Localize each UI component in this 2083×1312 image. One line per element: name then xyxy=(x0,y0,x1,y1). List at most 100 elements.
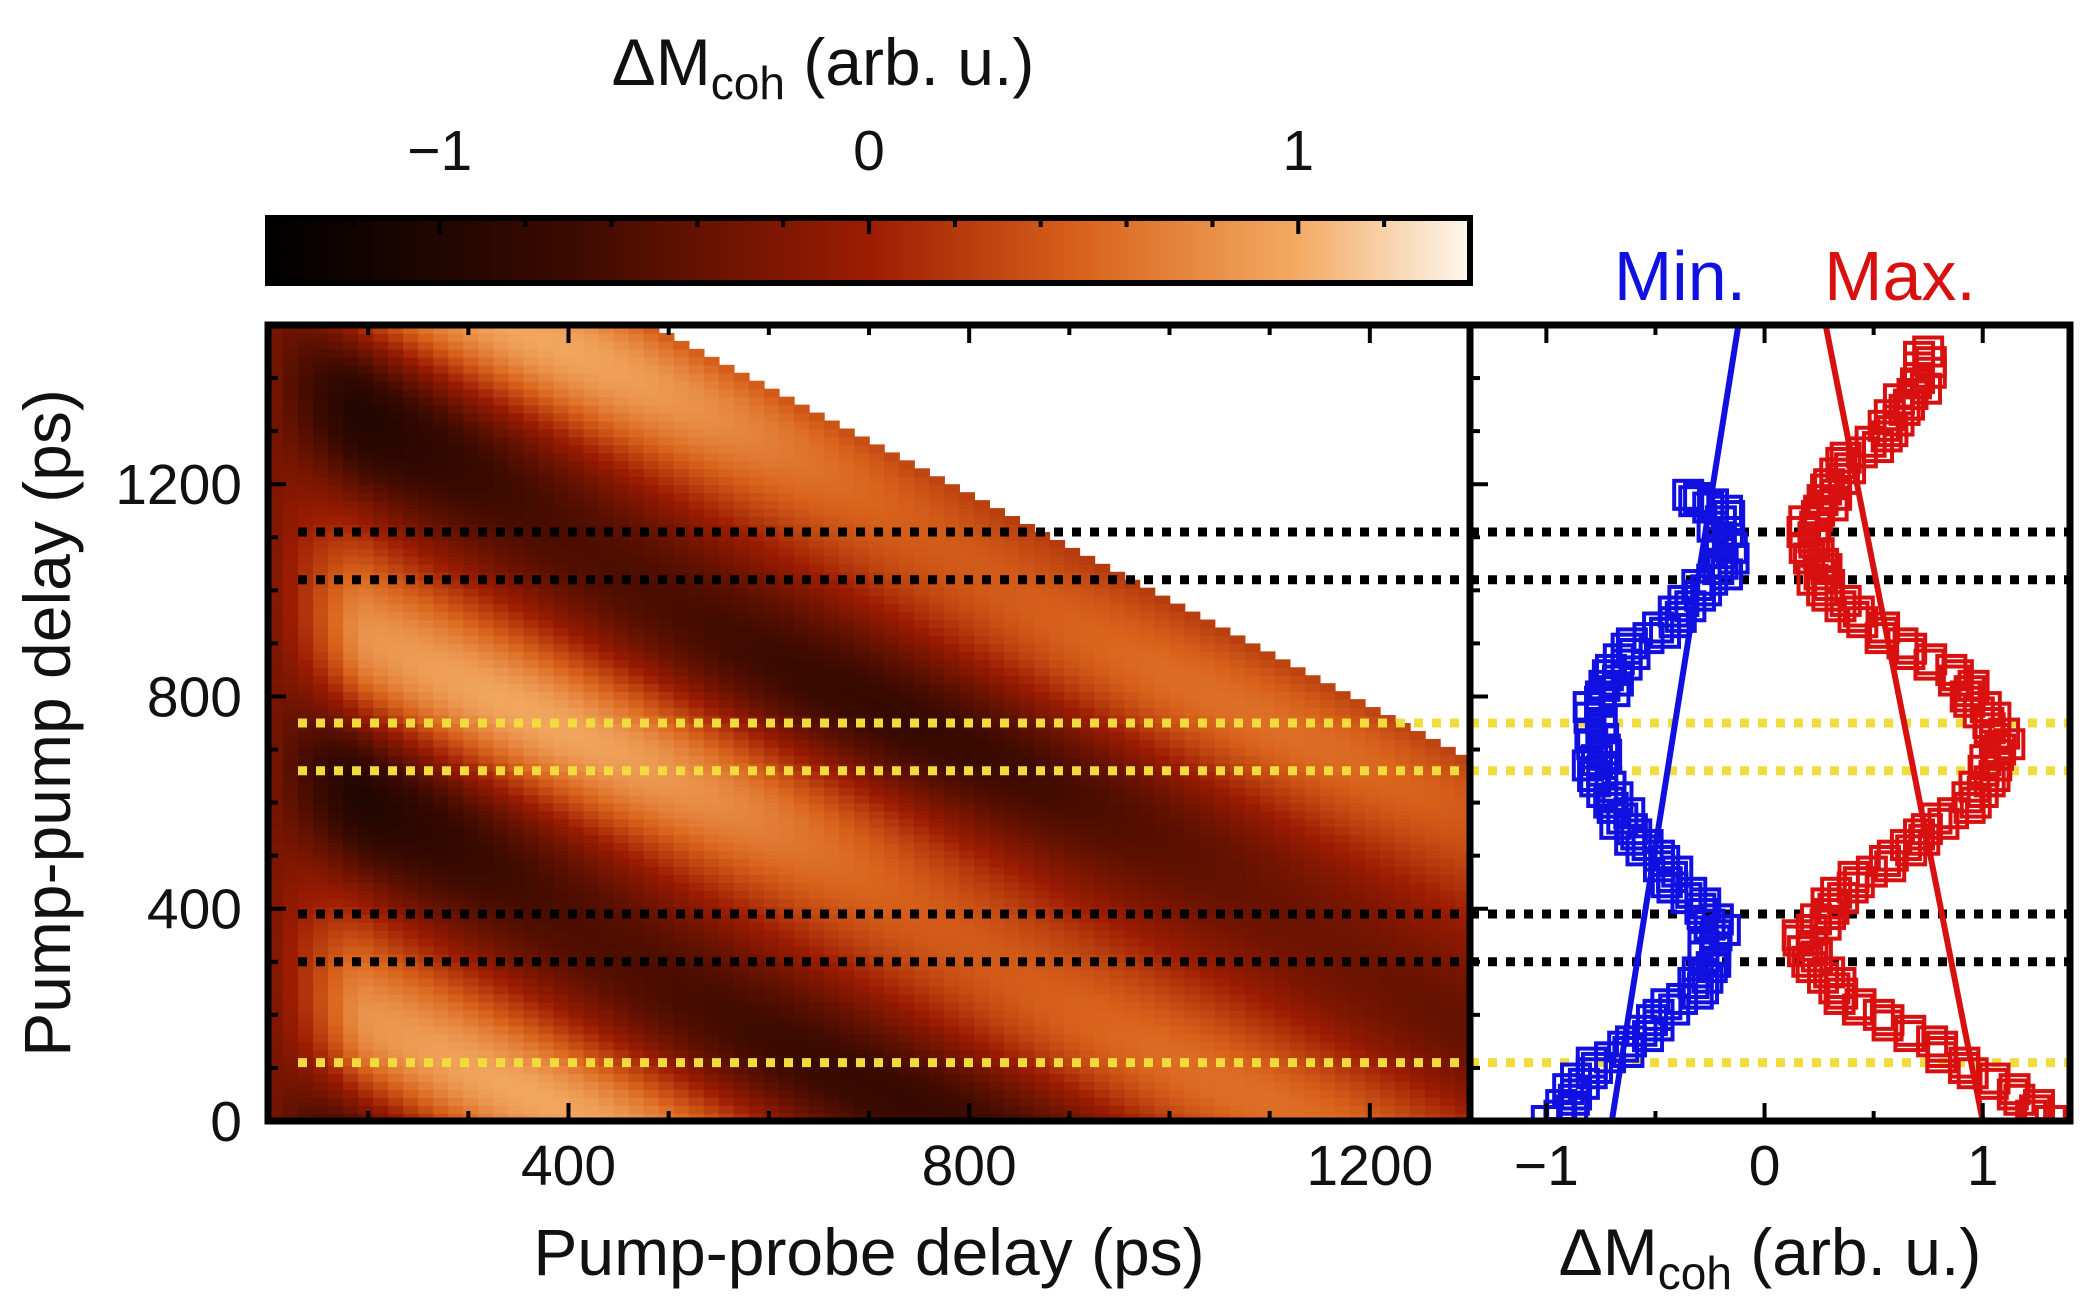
heatmap-cell xyxy=(1304,1001,1321,1011)
heatmap-cell xyxy=(974,890,990,899)
heatmap-cell xyxy=(1289,707,1306,716)
heatmap-cell xyxy=(1274,1073,1291,1082)
heatmap-cell xyxy=(793,953,810,963)
heatmap-cell xyxy=(1139,1025,1156,1035)
heatmap-cell xyxy=(313,842,329,852)
heatmap-cell xyxy=(448,882,465,891)
heatmap-cell xyxy=(478,985,495,995)
heatmap-cell xyxy=(1289,1097,1306,1106)
heatmap-cell xyxy=(448,826,465,836)
heatmap-cell xyxy=(313,1089,329,1098)
heatmap-cell xyxy=(1154,937,1171,947)
heatmap-cell xyxy=(808,810,825,820)
heatmap-cell xyxy=(944,1049,960,1059)
heatmap-cell xyxy=(1109,906,1126,915)
heatmap-cell xyxy=(1274,715,1291,724)
heatmap-cell xyxy=(1079,619,1096,629)
heatmap-cell xyxy=(1184,762,1201,772)
heatmap-cell xyxy=(1454,1049,1470,1059)
heatmap-cell xyxy=(1004,667,1021,677)
heatmap-cell xyxy=(1334,890,1351,899)
heatmap-cell xyxy=(553,937,570,947)
heatmap-cell xyxy=(853,746,870,756)
heatmap-cell xyxy=(899,842,915,852)
heatmap-cell xyxy=(388,778,405,788)
heatmap-cell xyxy=(929,683,945,692)
heatmap-cell xyxy=(538,1001,555,1011)
heatmap-cell xyxy=(763,937,780,947)
heatmap-cell xyxy=(628,619,645,629)
heatmap-cell xyxy=(508,1025,525,1035)
heatmap-cell xyxy=(1349,802,1366,812)
heatmap-cell xyxy=(793,786,810,796)
heatmap-cell xyxy=(628,890,645,899)
heatmap-cell xyxy=(643,635,660,645)
heatmap-cell xyxy=(1184,794,1201,804)
heatmap-cell xyxy=(1214,1073,1231,1082)
heatmap-cell xyxy=(598,1001,615,1011)
heatmap-cell xyxy=(1349,874,1366,883)
heatmap-cell xyxy=(1154,1025,1171,1035)
heatmap-cell xyxy=(1454,818,1470,828)
heatmap-cell xyxy=(914,1041,930,1051)
heatmap-cell xyxy=(733,985,750,995)
heatmap-cell xyxy=(568,1049,585,1059)
heatmap-cell xyxy=(1289,874,1306,883)
heatmap-cell xyxy=(433,1073,450,1082)
heatmap-cell xyxy=(1109,723,1126,732)
heatmap-cell xyxy=(1229,1097,1246,1106)
heatmap-cell xyxy=(538,691,555,700)
heatmap-cell xyxy=(869,937,885,947)
heatmap-cell xyxy=(268,1113,284,1121)
heatmap-cell xyxy=(1019,985,1036,995)
heatmap-cell xyxy=(598,937,615,947)
heatmap-cell xyxy=(628,770,645,780)
heatmap-cell xyxy=(869,627,885,637)
heatmap-cell xyxy=(463,1025,480,1035)
heatmap-cell xyxy=(718,850,735,860)
heatmap-cell xyxy=(974,842,990,852)
heatmap-cell xyxy=(1409,1073,1426,1082)
heatmap-cell xyxy=(328,1001,344,1011)
heatmap-cell xyxy=(899,945,915,955)
heatmap-cell xyxy=(613,842,630,852)
heatmap-cell xyxy=(1379,922,1396,931)
heatmap-cell xyxy=(1169,651,1186,661)
heatmap-cell xyxy=(388,786,405,796)
heatmap-cell xyxy=(914,1033,930,1043)
heatmap-cell xyxy=(328,802,344,812)
heatmap-cell xyxy=(1334,969,1351,979)
heatmap-cell xyxy=(1004,961,1021,971)
heatmap-cell xyxy=(553,1113,570,1121)
heatmap-cell xyxy=(884,786,900,796)
heatmap-cell xyxy=(1199,762,1216,772)
heatmap-cell xyxy=(1409,738,1426,748)
heatmap-cell xyxy=(914,683,930,692)
heatmap-cell xyxy=(929,699,945,708)
heatmap-cell xyxy=(1274,730,1291,740)
heatmap-cell xyxy=(283,738,299,748)
heatmap-cell xyxy=(1199,1001,1216,1011)
heatmap-cell xyxy=(523,730,540,740)
heatmap-cell xyxy=(538,1073,555,1082)
heatmap-cell xyxy=(778,627,795,637)
heatmap-cell xyxy=(989,667,1006,677)
heatmap-cell xyxy=(778,786,795,796)
heatmap-cell xyxy=(673,1009,690,1019)
heatmap-cell xyxy=(1199,977,1216,987)
heatmap-cell xyxy=(763,683,780,692)
heatmap-cell xyxy=(793,882,810,891)
heatmap-cell xyxy=(884,762,900,772)
heatmap-cell xyxy=(1169,802,1186,812)
heatmap-cell xyxy=(568,866,585,876)
heatmap-cell xyxy=(1424,1001,1441,1011)
heatmap-cell xyxy=(1004,1049,1021,1059)
heatmap-cell xyxy=(628,1065,645,1075)
heatmap-cell xyxy=(298,675,314,684)
heatmap-cell xyxy=(733,746,750,756)
heatmap-cell xyxy=(418,707,435,716)
heatmap-cell xyxy=(1019,961,1036,971)
heatmap-cell xyxy=(914,834,930,844)
heatmap-cell xyxy=(478,937,495,947)
heatmap-cell xyxy=(388,866,405,876)
